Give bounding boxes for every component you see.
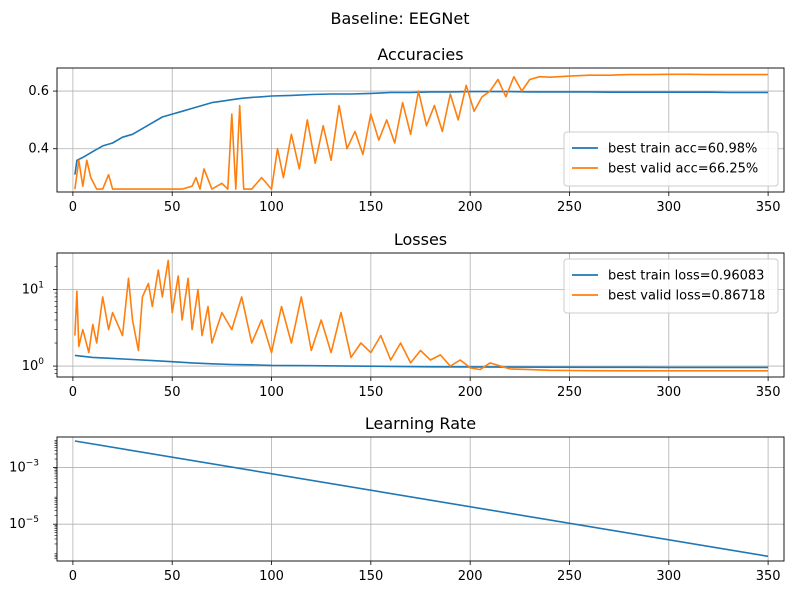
panel-title: Learning Rate [365,414,476,433]
panel-title: Accuracies [377,45,463,64]
chart-panel-3: Learning Rate 0 50 100 150 200 250 300 350 10−5 10… [9,414,785,584]
axes-frame [56,67,785,193]
chart-panel-2: Losses 0 50 100 150 200 250 300 350 100 101 best tr… [22,230,785,400]
legend-box [563,131,779,187]
legend-label: best train loss=0.96083 [608,269,764,284]
x-tick-label: 350 [756,200,781,215]
x-tick-label: 300 [656,200,681,215]
series-line-2 [74,73,769,190]
y-tick-label: 100 [22,357,45,374]
legend: best train acc=60.98% best valid acc=66.2… [563,131,779,187]
y-tick-label: 10−3 [9,459,39,476]
x-tick-label: 350 [756,569,781,584]
x-tick-label: 250 [557,385,582,400]
y-tick-label: 0.6 [28,84,49,99]
x-tick-label: 150 [358,385,383,400]
x-tick-label: 0 [69,569,77,584]
x-tick-label: 100 [259,569,284,584]
panel-title: Losses [394,230,447,249]
x-tick-label: 50 [164,569,181,584]
x-tick-label: 100 [259,200,284,215]
x-tick-label: 50 [164,200,181,215]
x-tick-label: 250 [557,569,582,584]
x-tick-label: 0 [69,385,77,400]
chart-panel-1: Accuracies 0 50 100 150 200 250 300 350 0.4 0.6 bes… [28,45,785,215]
y-tick-label: 101 [22,281,44,298]
legend-label: best valid loss=0.86718 [608,289,765,304]
series-line-1 [74,354,769,369]
x-tick-label: 150 [358,569,383,584]
x-tick-label: 100 [259,385,284,400]
x-tick-label: 200 [458,385,483,400]
legend-label: best train acc=60.98% [608,142,757,157]
x-tick-label: 350 [756,385,781,400]
x-tick-label: 250 [557,200,582,215]
figure-title: Baseline: EEGNet [330,9,470,28]
x-tick-label: 300 [656,569,681,584]
axes-frame [56,252,785,378]
y-tick-label: 10−5 [9,515,39,532]
x-tick-label: 50 [164,385,181,400]
x-tick-label: 300 [656,385,681,400]
legend-box [563,258,779,314]
legend: best train loss=0.96083 best valid loss=0… [563,258,779,314]
y-tick-label: 0.4 [28,142,49,157]
x-tick-label: 200 [458,569,483,584]
series-line-1 [74,90,769,175]
axes-frame [56,436,785,562]
x-tick-label: 0 [69,200,77,215]
legend-label: best valid acc=66.25% [608,162,758,177]
series-line-2 [74,259,769,372]
series-line-1 [74,440,769,558]
x-tick-label: 150 [358,200,383,215]
x-tick-label: 200 [458,200,483,215]
